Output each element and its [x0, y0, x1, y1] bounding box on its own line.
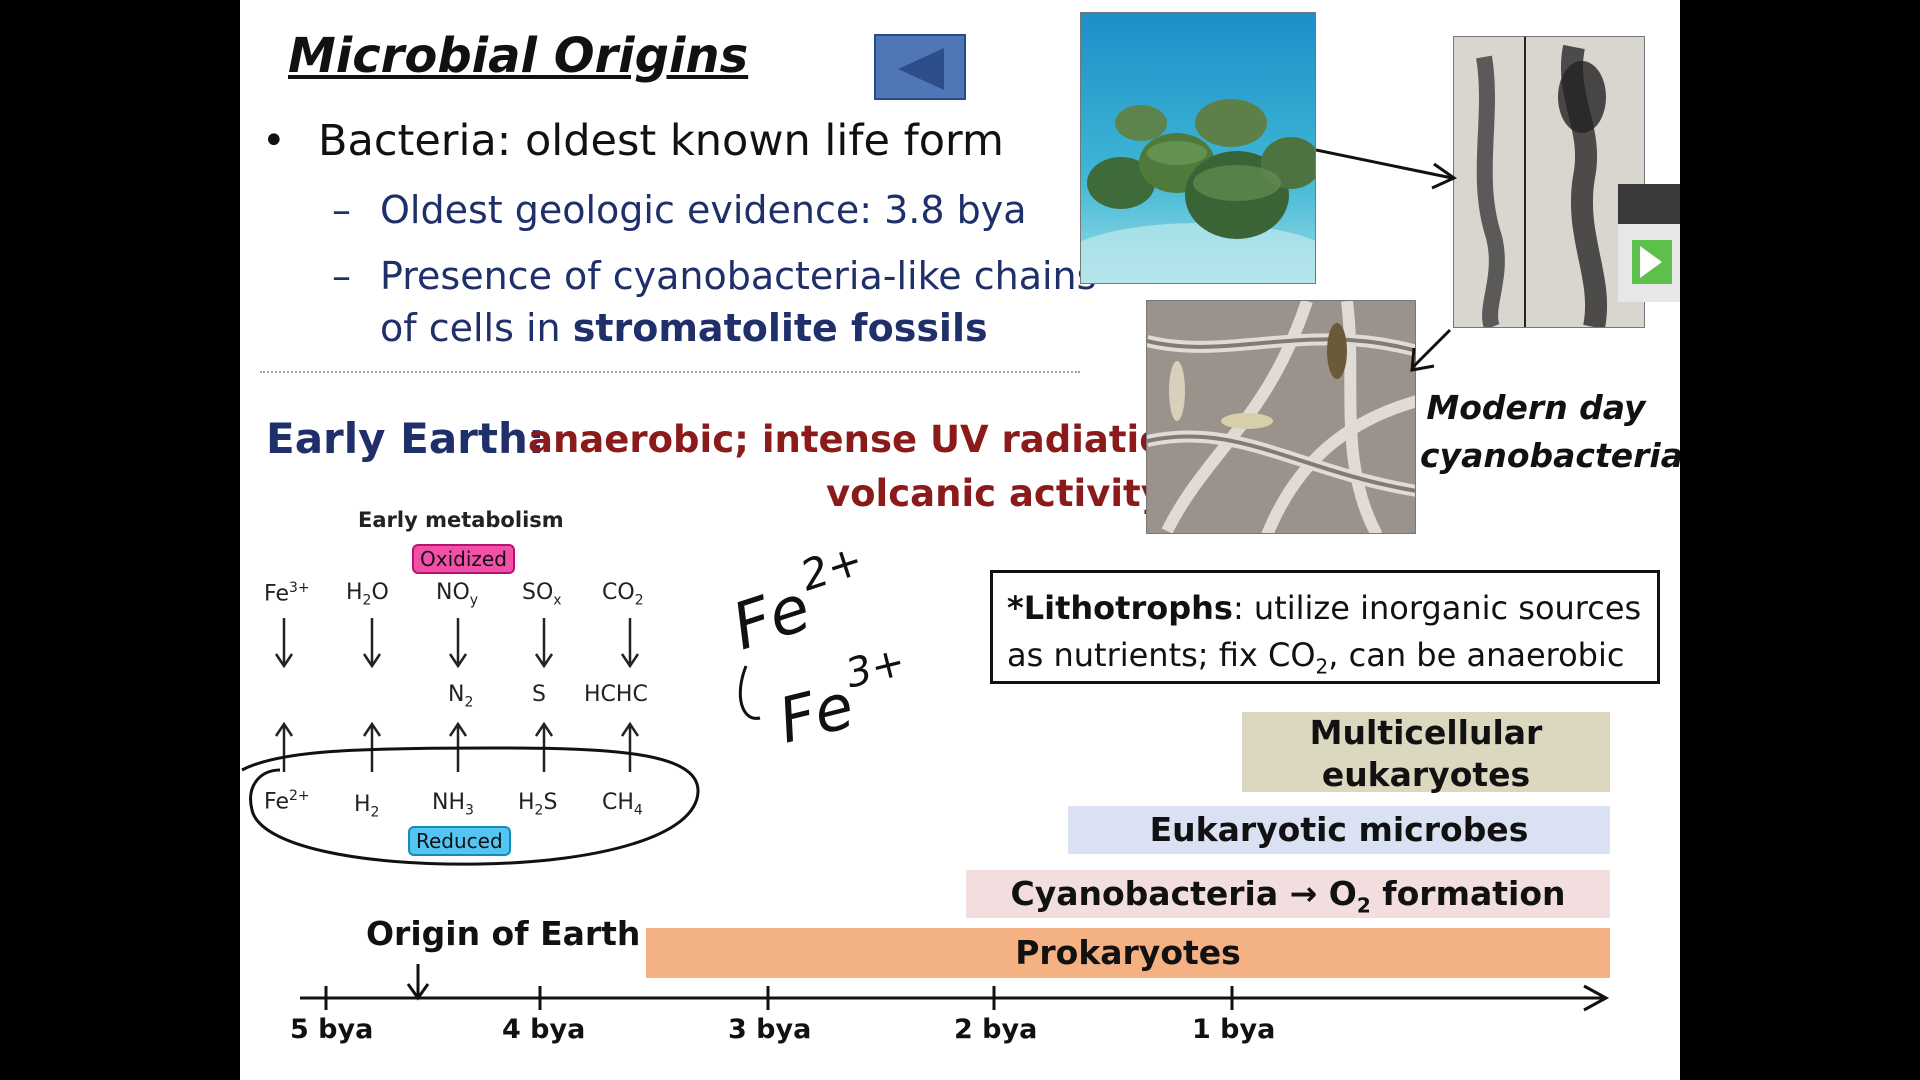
arrow-to-fossil	[1316, 148, 1453, 180]
down-arrow-3	[448, 618, 468, 669]
handwritten-fe3-charge: 3+	[841, 639, 909, 698]
oxidized-label: Oxidized	[412, 544, 515, 574]
sub-bullet-geologic-evidence: Oldest geologic evidence: 3.8 bya	[380, 188, 1027, 232]
bar-eukaryotic-microbes: Eukaryotic microbes	[1068, 806, 1610, 854]
handdrawn-circle	[241, 746, 700, 866]
slide: Microbial Origins • Bacteria: oldest kno…	[240, 0, 1680, 1080]
chem-co2: CO2	[602, 580, 644, 609]
bar-cyanobacteria: Cyanobacteria → O2 formation	[966, 870, 1610, 918]
arrow-to-micrograph	[1410, 328, 1452, 370]
bar-multicellular-eukaryotes: Multicellular eukaryotes	[1242, 712, 1610, 794]
sub-bullet-dash-2: –	[332, 254, 351, 298]
photo-arrows	[1316, 148, 1458, 372]
note-line2: as nutrients; fix CO2, can be anaerobic	[1007, 636, 1625, 679]
fossil-micrograph	[1453, 36, 1645, 328]
cyanobacteria-micrograph	[1146, 300, 1416, 534]
chem-s: S	[532, 682, 546, 707]
chem-n2: N2	[448, 682, 474, 711]
down-arrow-4	[534, 618, 554, 669]
down-arrow-5	[620, 618, 640, 669]
bar-prokaryotes: Prokaryotes	[646, 928, 1610, 978]
lithotrophs-note: *Lithotrophs: utilize inorganic sources …	[990, 570, 1660, 684]
chem-h2s: H2S	[518, 790, 558, 819]
handwritten-arrow	[738, 665, 761, 720]
sub-bullet-cyanobacteria-line1: Presence of cyanobacteria-like chains	[380, 254, 1097, 298]
up-arrow-5	[620, 721, 640, 772]
sub-bullet-cyanobacteria-line2: of cells in stromatolite fossils	[380, 306, 988, 350]
handwritten-fe2-charge: 2+	[795, 535, 869, 601]
chem-sox: SOx	[522, 580, 562, 609]
chem-nh3: NH3	[432, 790, 474, 819]
note-line1: *Lithotrophs: utilize inorganic sources	[1007, 589, 1642, 627]
sub-bullet-dash-1: –	[332, 188, 351, 232]
tick-3-bya: 3 bya	[728, 1014, 812, 1045]
chem-noy: NOy	[436, 580, 479, 609]
stromatolite-image	[1081, 13, 1315, 283]
up-arrow-1	[274, 721, 294, 772]
chem-fe3: Fe3+	[264, 580, 310, 607]
tick-2-bya: 2 bya	[954, 1014, 1038, 1045]
bullet-marker: •	[262, 118, 286, 164]
stromatolite-photo	[1080, 12, 1316, 284]
chem-hchc: HCHC	[584, 682, 648, 707]
modern-cyanobacteria-caption: Modern day cyanobacteria	[1420, 388, 1680, 475]
previous-slide-button[interactable]	[874, 34, 966, 100]
reduced-label: Reduced	[408, 826, 511, 856]
fossil-image	[1454, 37, 1644, 327]
lithotrophs-term: *Lithotrophs	[1007, 589, 1233, 627]
cyanobacteria-image	[1147, 301, 1415, 533]
tick-1-bya: 1 bya	[1192, 1014, 1276, 1045]
tick-4-bya: 4 bya	[502, 1014, 586, 1045]
timeline-axis	[300, 964, 1610, 1012]
chem-h2o: H2O	[346, 580, 389, 609]
sub2-prefix: of cells in	[380, 306, 573, 350]
bullet-bacteria: Bacteria: oldest known life form	[318, 116, 1004, 166]
handwritten-annotation: Fe 2+ Fe 3+	[724, 535, 910, 746]
metabolism-arrows	[241, 618, 700, 866]
down-arrow-1	[274, 618, 294, 669]
early-earth-conditions-line1: anaerobic; intense UV radiation;	[528, 418, 1206, 461]
early-earth-heading: Early Earth:	[266, 414, 545, 463]
metabolism-title: Early metabolism	[358, 508, 564, 532]
play-icon	[1618, 184, 1680, 302]
down-arrow-2	[362, 618, 382, 669]
slide-title: Microbial Origins	[288, 28, 749, 84]
origin-arrow-head	[406, 983, 430, 1001]
chem-h2: H2	[354, 792, 380, 821]
chem-ch4: CH4	[602, 790, 643, 819]
origin-of-earth-label: Origin of Earth	[366, 914, 641, 953]
right-arrow-icon: →	[1289, 874, 1318, 913]
stromatolite-term: stromatolite fossils	[572, 306, 988, 350]
section-divider	[260, 371, 1080, 373]
chem-fe2: Fe2+	[264, 788, 310, 815]
early-earth-conditions-line2: volcanic activity	[826, 472, 1165, 515]
play-back-icon	[898, 48, 944, 90]
next-slide-button[interactable]	[1618, 184, 1680, 302]
tick-5-bya: 5 bya	[290, 1014, 374, 1045]
